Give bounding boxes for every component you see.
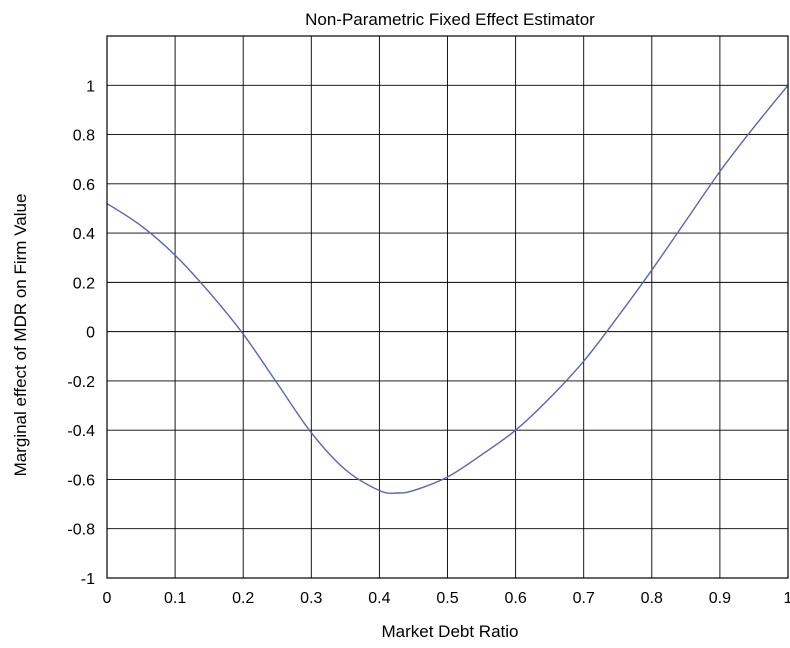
x-tick-label: 0.2	[232, 590, 254, 607]
series-line	[106, 84, 789, 494]
y-tick-label: 0.8	[73, 128, 95, 145]
plot-frame	[106, 35, 789, 579]
x-tick-label: 1	[784, 590, 790, 607]
y-tick-label: 0.6	[73, 177, 95, 194]
x-tick-label: 0	[103, 590, 112, 607]
grid	[107, 36, 788, 578]
plot-border	[106, 35, 789, 579]
x-tick-label: 0.3	[300, 590, 322, 607]
y-tick-label: -0.4	[67, 423, 95, 440]
y-tick-label: 1	[86, 78, 95, 95]
y-tick-label: 0	[86, 325, 95, 342]
y-tick-labels: 1 0.8 0.6 0.4 0.2 0 -0.2 -0.4 -0.6 -0.8 -1	[67, 78, 95, 588]
x-tick-label: 0.4	[368, 590, 390, 607]
y-tick-label: -0.8	[67, 522, 95, 539]
y-tick-label: -0.6	[67, 472, 95, 489]
y-tick-label: -1	[81, 571, 95, 588]
x-tick-label: 0.6	[504, 590, 526, 607]
y-axis-label: Marginal effect of MDR on Firm Value	[11, 194, 30, 477]
x-tick-label: 0.1	[164, 590, 186, 607]
x-tick-label: 0.5	[436, 590, 458, 607]
x-tick-label: 0.9	[709, 590, 731, 607]
x-tick-label: 0.7	[573, 590, 595, 607]
series-layer	[106, 84, 789, 494]
chart-title: Non-Parametric Fixed Effect Estimator	[305, 10, 595, 29]
x-axis-label: Market Debt Ratio	[382, 622, 519, 641]
y-tick-label: -0.2	[67, 374, 95, 391]
x-tick-label: 0.8	[641, 590, 663, 607]
x-tick-labels: 0 0.1 0.2 0.3 0.4 0.5 0.6 0.7 0.8 0.9 1	[103, 590, 790, 607]
y-tick-label: 0.4	[73, 226, 95, 243]
y-tick-label: 0.2	[73, 275, 95, 292]
